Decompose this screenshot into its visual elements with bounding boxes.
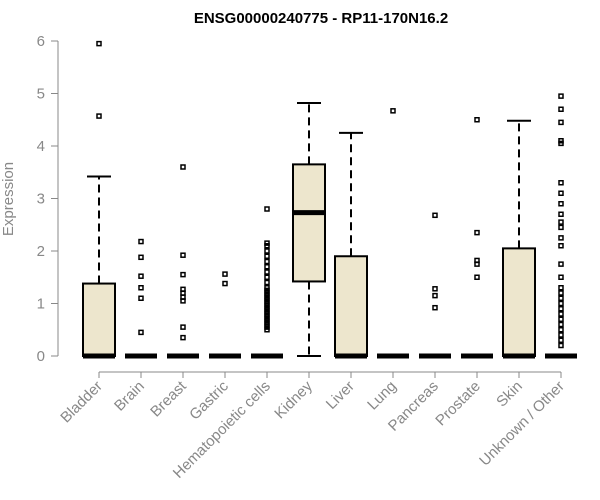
box-group xyxy=(82,40,116,359)
outlier-point xyxy=(138,285,144,291)
outlier-point xyxy=(558,306,564,312)
outlier-point xyxy=(558,342,564,349)
box-group xyxy=(209,271,241,359)
x-tick-label: Kidney xyxy=(271,377,316,422)
outlier-point xyxy=(264,264,270,270)
outlier-point xyxy=(180,334,186,341)
outlier-point xyxy=(264,206,270,212)
box-group xyxy=(251,206,283,359)
outlier-point xyxy=(264,285,270,291)
outlier-point xyxy=(558,138,564,144)
y-tick-label: 5 xyxy=(37,86,45,103)
outlier-point xyxy=(432,304,438,311)
outlier-point xyxy=(474,257,480,264)
outlier-point xyxy=(138,238,144,245)
outlier-point xyxy=(558,337,564,343)
outlier-point xyxy=(474,117,480,123)
outlier-point xyxy=(180,164,186,170)
outlier-point xyxy=(180,271,186,278)
outlier-point xyxy=(558,261,564,267)
outlier-point xyxy=(390,108,396,114)
box-rect xyxy=(292,163,326,283)
outlier-point xyxy=(138,254,144,261)
y-tick-label: 2 xyxy=(37,243,45,260)
outlier-point xyxy=(264,253,270,259)
outlier-point xyxy=(264,240,270,246)
x-tick-label: Bladder xyxy=(57,378,106,427)
outlier-point xyxy=(558,316,564,322)
outlier-point xyxy=(474,274,480,280)
box-rect xyxy=(82,282,116,357)
box-rect xyxy=(502,247,536,357)
outlier-point xyxy=(138,329,144,336)
y-tick-label: 4 xyxy=(37,138,45,155)
box-group xyxy=(461,117,493,359)
box-group xyxy=(292,101,326,357)
outlier-point xyxy=(558,285,564,291)
outlier-point xyxy=(558,235,564,241)
y-axis-label: Expression xyxy=(0,162,17,236)
outlier-point xyxy=(558,180,564,186)
outlier-point xyxy=(558,224,564,231)
outlier-point xyxy=(558,119,564,126)
outlier-point xyxy=(558,300,564,307)
x-tick-label: Liver xyxy=(323,378,358,413)
outlier-point xyxy=(432,292,438,299)
y-axis: 0 1 2 3 4 5 6 xyxy=(37,33,59,365)
outlier-point xyxy=(558,327,564,333)
outlier-point xyxy=(222,280,228,287)
x-tick-label: Skin xyxy=(493,378,526,411)
box-group xyxy=(545,93,577,359)
outlier-point xyxy=(138,273,144,279)
outlier-point xyxy=(264,248,270,254)
outlier-point xyxy=(558,93,564,99)
outlier-point xyxy=(432,286,438,292)
box-group xyxy=(167,164,199,359)
x-tick-label: Prostate xyxy=(432,378,484,430)
x-tick-label: Lung xyxy=(364,378,400,414)
x-tick-label: Breast xyxy=(147,377,190,420)
y-tick-label: 1 xyxy=(37,296,45,313)
outlier-point xyxy=(558,106,564,112)
outlier-point xyxy=(222,271,228,277)
outlier-point xyxy=(138,295,144,301)
box-group xyxy=(334,131,368,359)
outlier-point xyxy=(558,321,564,328)
outlier-point xyxy=(180,324,186,330)
outlier-point xyxy=(558,201,564,207)
outlier-point xyxy=(558,290,564,296)
outlier-point xyxy=(264,258,270,265)
chart-title: ENSG00000240775 - RP11-170N16.2 xyxy=(194,10,448,27)
outlier-point xyxy=(264,269,270,275)
outlier-point xyxy=(558,332,564,338)
outlier-point xyxy=(264,274,270,280)
boxes-layer xyxy=(82,40,577,359)
y-tick-label: 6 xyxy=(37,33,45,50)
outlier-point xyxy=(474,229,480,236)
outlier-point xyxy=(432,212,438,219)
box-group xyxy=(377,108,409,359)
outlier-point xyxy=(558,311,564,317)
outlier-point xyxy=(180,286,186,293)
box-group xyxy=(419,212,451,359)
x-tick-label: Brain xyxy=(111,378,148,415)
outlier-point xyxy=(558,243,564,249)
box-group xyxy=(502,119,536,359)
y-tick-label: 0 xyxy=(37,348,45,365)
outlier-point xyxy=(558,190,564,196)
box-rect xyxy=(334,255,368,357)
box-group xyxy=(125,238,157,359)
outlier-point xyxy=(96,40,102,47)
outlier-point xyxy=(558,295,564,301)
outlier-point xyxy=(180,294,186,300)
y-tick-label: 3 xyxy=(37,191,45,208)
outlier-point xyxy=(558,219,564,225)
outlier-point xyxy=(558,274,564,280)
outlier-point xyxy=(558,211,564,217)
outlier-point xyxy=(96,113,102,119)
outlier-point xyxy=(264,279,270,286)
outlier-point xyxy=(180,252,186,258)
